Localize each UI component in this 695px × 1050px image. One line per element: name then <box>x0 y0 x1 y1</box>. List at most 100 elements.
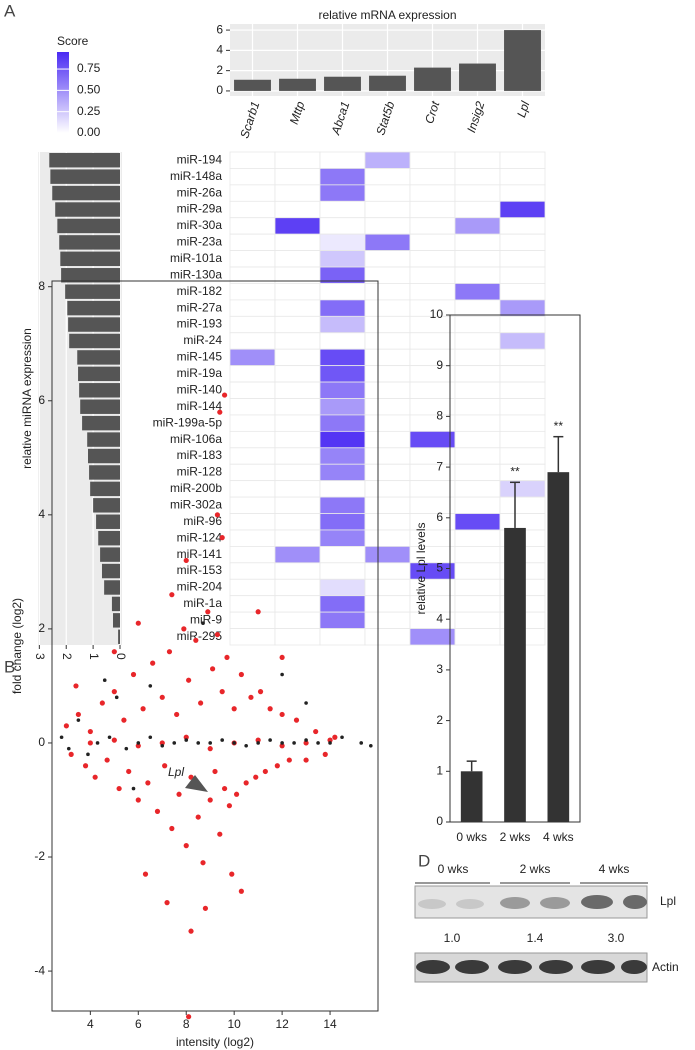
point <box>327 737 333 743</box>
row-label: miR-128 <box>177 465 223 479</box>
row-label: miR-153 <box>177 563 223 577</box>
point <box>224 654 230 661</box>
heat-cell <box>409 628 456 646</box>
point <box>176 791 182 797</box>
bar <box>69 333 120 349</box>
point <box>313 728 319 735</box>
point <box>183 843 189 849</box>
empty-cell <box>454 480 501 498</box>
empty-cell <box>454 250 501 268</box>
bar <box>111 596 120 612</box>
empty-cell <box>229 398 276 416</box>
point <box>279 654 285 661</box>
heat-cell <box>319 430 366 449</box>
bar <box>82 415 120 431</box>
empty-cell <box>274 168 321 186</box>
empty-cell <box>274 430 321 449</box>
heat-cell <box>229 348 276 367</box>
bar <box>104 580 120 595</box>
empty-cell <box>274 447 321 465</box>
row-label: miR-200b <box>170 481 222 495</box>
point <box>159 694 165 700</box>
heat-cell <box>319 250 366 268</box>
point <box>135 743 141 749</box>
point <box>148 684 153 688</box>
empty-cell <box>454 447 501 465</box>
heat-cell <box>319 496 366 514</box>
empty-cell <box>499 430 546 449</box>
point <box>183 734 189 740</box>
bar <box>547 472 570 822</box>
quantification: 1.0 <box>444 931 461 945</box>
empty-cell <box>409 217 456 235</box>
y-tick-label: 6 <box>38 393 45 407</box>
empty-cell <box>454 168 501 186</box>
point <box>214 512 220 518</box>
row-label: miR-144 <box>177 399 223 413</box>
x-tick-label: Crot <box>422 99 443 126</box>
heat-cell <box>499 332 546 350</box>
bar <box>57 218 120 234</box>
row-label: miR-145 <box>177 350 223 364</box>
point <box>232 741 236 745</box>
empty-cell <box>229 233 276 252</box>
row-label: miR-182 <box>177 284 223 298</box>
point <box>217 831 223 837</box>
heat-cell <box>364 233 411 252</box>
point <box>87 740 93 746</box>
row-label: miR-124 <box>177 530 223 544</box>
empty-cell <box>229 546 276 564</box>
x-tick-label: Stat5b <box>373 99 397 137</box>
point <box>286 757 292 763</box>
empty-cell <box>499 513 546 531</box>
empty-cell <box>499 348 546 367</box>
heat-cell <box>409 430 456 449</box>
row-label: miR-295 <box>177 629 223 643</box>
y-tick-label: 2 <box>436 713 443 727</box>
significance-label: ** <box>510 464 520 478</box>
empty-cell <box>454 266 501 284</box>
row-label: miR-96 <box>183 514 222 528</box>
empty-cell <box>454 414 501 432</box>
point <box>303 757 309 763</box>
point <box>214 631 220 638</box>
point <box>186 677 192 683</box>
x-tick-label: 14 <box>323 1017 337 1031</box>
x-tick-label: Scarb1 <box>237 100 262 140</box>
empty-cell <box>454 315 501 334</box>
point <box>328 741 332 745</box>
row-label: miR-106a <box>170 432 222 446</box>
point <box>116 785 122 792</box>
empty-cell <box>409 266 456 284</box>
point <box>220 738 224 742</box>
point <box>159 740 165 746</box>
row-label: miR-24 <box>183 333 222 347</box>
empty-cell <box>499 496 546 514</box>
point <box>244 744 248 748</box>
x-tick-label: 6 <box>135 1017 142 1031</box>
point <box>262 768 268 775</box>
empty-cell <box>319 628 366 646</box>
empty-cell <box>274 480 321 498</box>
quantification: 3.0 <box>608 931 625 945</box>
row-label: miR-302a <box>170 497 222 511</box>
heat-cell <box>319 513 366 531</box>
y-tick-label: 0 <box>216 83 223 97</box>
point <box>75 711 81 718</box>
row-label: miR-204 <box>177 580 223 594</box>
empty-cell <box>229 578 276 597</box>
empty-cell <box>274 283 321 301</box>
point <box>82 763 89 769</box>
x-tick-label: 4 wks <box>543 830 574 844</box>
point <box>162 763 168 769</box>
point <box>99 700 105 706</box>
empty-cell <box>454 151 501 169</box>
empty-cell <box>274 628 321 646</box>
bar <box>61 268 120 283</box>
point <box>193 637 199 643</box>
empty-cell <box>364 513 411 531</box>
empty-cell <box>364 463 411 482</box>
empty-cell <box>454 381 501 399</box>
y-tick-label: 4 <box>38 507 45 521</box>
empty-cell <box>454 463 501 482</box>
